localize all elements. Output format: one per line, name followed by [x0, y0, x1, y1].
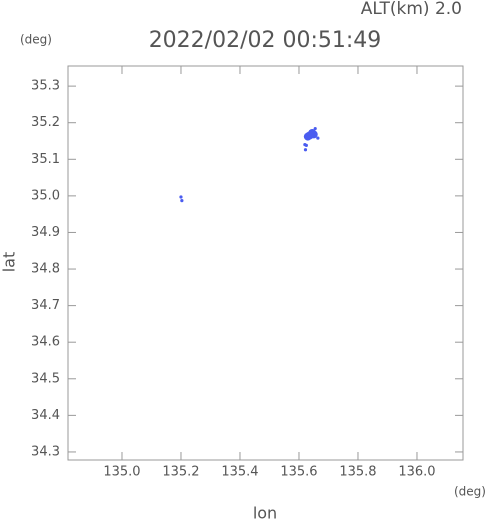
y-tick-label: 35.1 [31, 152, 60, 167]
x-unit: (deg) [454, 485, 486, 499]
y-tick-label: 34.3 [31, 444, 60, 459]
y-tick-label: 35.3 [31, 79, 60, 94]
altitude-label: ALT(km) 2.0 [361, 0, 462, 19]
echo-point [304, 143, 308, 147]
echo-point [179, 195, 183, 199]
echo-point [313, 126, 317, 131]
y-tick-label: 34.8 [31, 262, 60, 277]
y-tick-label: 35.0 [31, 188, 60, 203]
echo-point [309, 130, 318, 139]
x-axis-label: lon [253, 504, 277, 522]
chart-title: 2022/02/02 00:51:49 [149, 28, 382, 53]
echo-point [303, 148, 308, 152]
y-tick-label: 34.6 [31, 335, 60, 350]
y-unit: (deg) [20, 33, 52, 47]
x-tick-label: 135.6 [280, 465, 317, 480]
y-tick-label: 35.2 [31, 115, 60, 130]
y-tick-label: 34.9 [31, 225, 60, 240]
y-tick-label: 34.7 [31, 298, 60, 313]
x-tick-label: 135.4 [221, 465, 258, 480]
y-tick-label: 34.4 [31, 408, 60, 423]
y-tick-label: 34.5 [31, 371, 60, 386]
echo-point [180, 199, 184, 203]
echo-point [316, 136, 320, 140]
plot-frame [67, 65, 464, 461]
x-tick-label: 136.0 [398, 465, 435, 480]
x-tick-label: 135.0 [103, 465, 140, 480]
y-axis-label: lat [0, 252, 19, 273]
x-tick-label: 135.2 [162, 465, 199, 480]
x-tick-label: 135.8 [339, 465, 376, 480]
